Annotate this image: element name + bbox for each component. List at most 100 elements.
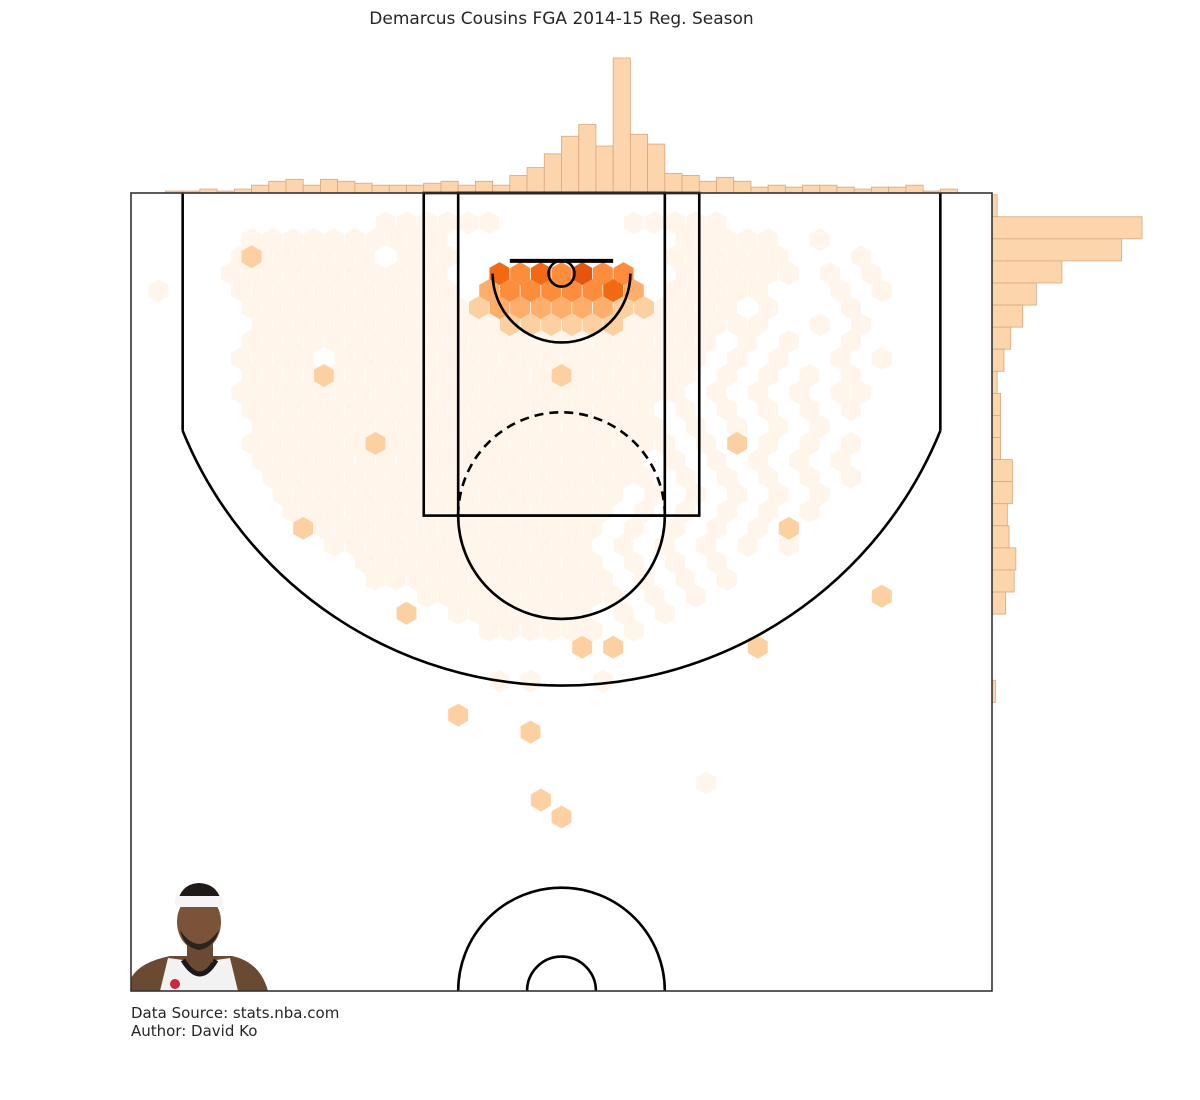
hexbin-cell-faint [623, 618, 644, 642]
hexbin-cell-faint [799, 364, 820, 387]
hexbin-cell [634, 296, 655, 320]
hexbin-cell [530, 788, 551, 812]
hexbin-cell-faint [324, 296, 345, 320]
hexbin-cell-faint [530, 431, 551, 455]
hexbin-cell-faint [231, 279, 252, 303]
hexbin-cell-faint [293, 415, 314, 438]
hexbin-cell-faint [448, 601, 469, 625]
hexbin-cell-faint [541, 448, 562, 472]
hexbin-cell [603, 279, 624, 303]
hexbin-cell-faint [603, 347, 624, 370]
hexbin-cell-faint [520, 482, 541, 506]
x-hist-bar [440, 180, 459, 194]
hexbin-cell-faint [344, 262, 365, 286]
hexbin-cell-faint [799, 398, 820, 421]
hexbin-cell-faint [706, 245, 727, 269]
hexbin-cell-faint [282, 262, 303, 286]
x-hist-bar [474, 180, 494, 194]
hexbin-cell-faint [582, 381, 603, 404]
hexbin-cell-faint [406, 398, 427, 421]
hexbin-cell-faint [479, 347, 500, 370]
hexbin-cell-faint [644, 584, 665, 608]
hexbin-cell-faint [427, 465, 448, 489]
x-hist-bar [388, 184, 407, 194]
hexbin-cell-faint [675, 262, 696, 286]
hexbin-cell-faint [871, 279, 892, 303]
hexbin-cell-faint [344, 228, 365, 252]
center-court-inner-arc [525, 955, 598, 992]
hexbin-cell-faint [241, 228, 262, 252]
hexbin-cell-faint [685, 245, 706, 269]
hexbin-cell-faint [417, 516, 438, 540]
hexbin-cell-faint [313, 448, 334, 472]
hexbin-cell-faint [386, 228, 407, 252]
hexbin-cell-faint [510, 465, 531, 489]
hexbin-cell [365, 431, 386, 455]
hexbin-cell-faint [716, 296, 737, 320]
hexbin-cell-faint [365, 533, 386, 557]
hexbin-cell-faint [365, 364, 386, 387]
hexbin-cell-faint [417, 245, 438, 269]
hexbin-cell-faint [541, 516, 562, 540]
hexbin-cell-faint [634, 330, 655, 354]
hexbin-cell-faint [592, 465, 613, 489]
x-hist-bar [561, 135, 580, 194]
y-hist-bar [991, 591, 1007, 615]
hexbin-cell-faint [406, 364, 427, 387]
hexbin-cell-faint [396, 245, 417, 269]
hexbin-cell-faint [293, 482, 314, 506]
hexbin-cell-faint [479, 381, 500, 404]
x-hist-bar [268, 180, 287, 194]
hexbin-cell-faint [634, 465, 655, 489]
hexbin-cell-faint [685, 211, 706, 235]
hexbin-cell-faint [282, 364, 303, 387]
hexbin-cell-faint [809, 228, 830, 252]
hexbin-cell-faint [789, 381, 810, 404]
hexbin-cell-faint [799, 465, 820, 489]
x-hist-bar [733, 180, 752, 194]
hexbin-cell-faint [448, 567, 469, 591]
hexbin-cell-faint [406, 567, 427, 591]
hexbin-cell-faint [758, 465, 779, 489]
hexbin-cell [582, 279, 603, 303]
hexbin-cell-faint [417, 279, 438, 303]
hexbin-cell-faint [417, 381, 438, 404]
hexbin-cell-faint [634, 398, 655, 421]
hexbin-cell-faint [551, 533, 572, 557]
hexbin-cell-faint [727, 245, 748, 269]
hexbin-cell-faint [530, 465, 551, 489]
hexbin-cell-faint [324, 465, 345, 489]
hexbin-cell-faint [706, 550, 727, 574]
hexbin-cell-faint [334, 381, 355, 404]
hexbin-cell-faint [613, 398, 634, 421]
hexbin-cell [520, 720, 541, 744]
hexbin-cell-faint [417, 550, 438, 574]
hexbin-cell-faint [665, 516, 686, 540]
hexbin-cell-faint [293, 347, 314, 370]
x-hist-bar [716, 176, 735, 194]
hexbin-cell-faint [613, 330, 634, 354]
hexbin-cell-faint [706, 448, 727, 472]
hexbin-cell-faint [582, 448, 603, 472]
hexbin-cell-faint [572, 431, 593, 455]
hexbin-cell-faint [303, 431, 324, 455]
hexbin-cell-faint [551, 499, 572, 523]
x-hist-bar [612, 57, 631, 194]
y-hist-bar [991, 437, 1001, 460]
x-hist-bar [767, 184, 786, 194]
hexbin-cell-faint [623, 448, 644, 472]
hexbin-cell-faint [427, 364, 448, 387]
hexbin-cell-faint [551, 567, 572, 591]
y-hist-bar [991, 503, 1008, 527]
hexbin-cell-faint [396, 313, 417, 337]
hexbin-cell-faint [840, 465, 861, 489]
hexbin-cell-faint [251, 448, 272, 472]
x-hist-bar [371, 184, 390, 194]
hexbin-cell [551, 296, 572, 320]
hexbin-cell-faint [344, 364, 365, 387]
hexbin-cell-faint [737, 533, 758, 557]
hexbin-cell-faint [355, 279, 376, 303]
hexbin-cell [592, 262, 613, 286]
hexbin-cell-faint [716, 499, 737, 523]
hexbin-cell-faint [747, 313, 768, 337]
